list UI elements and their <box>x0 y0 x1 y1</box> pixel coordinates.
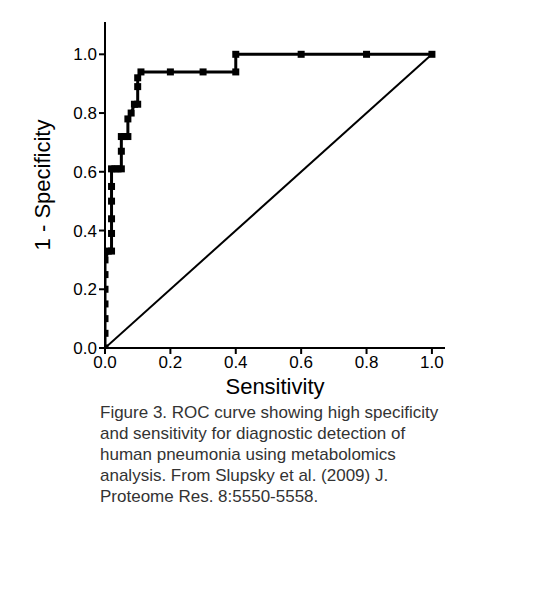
svg-text:0.0: 0.0 <box>93 353 117 373</box>
svg-text:0.8: 0.8 <box>73 104 97 123</box>
svg-text:0.2: 0.2 <box>159 353 183 372</box>
svg-text:1 - Specificity: 1 - Specificity <box>30 120 55 251</box>
svg-text:1.0: 1.0 <box>420 353 444 372</box>
svg-text:0.6: 0.6 <box>73 163 97 182</box>
svg-text:0.0: 0.0 <box>73 339 97 358</box>
svg-text:0.6: 0.6 <box>289 353 313 372</box>
svg-text:Sensitivity: Sensitivity <box>225 374 324 399</box>
svg-text:0.2: 0.2 <box>73 280 97 299</box>
svg-text:0.8: 0.8 <box>355 353 379 372</box>
html-text:Figure 3. ROC curve showing hi: Figure 3. ROC curve showing high specifi… <box>100 403 439 506</box>
svg-text:0.4: 0.4 <box>73 222 97 241</box>
svg-text:1.0: 1.0 <box>73 45 97 64</box>
svg-text:0.4: 0.4 <box>224 353 248 372</box>
